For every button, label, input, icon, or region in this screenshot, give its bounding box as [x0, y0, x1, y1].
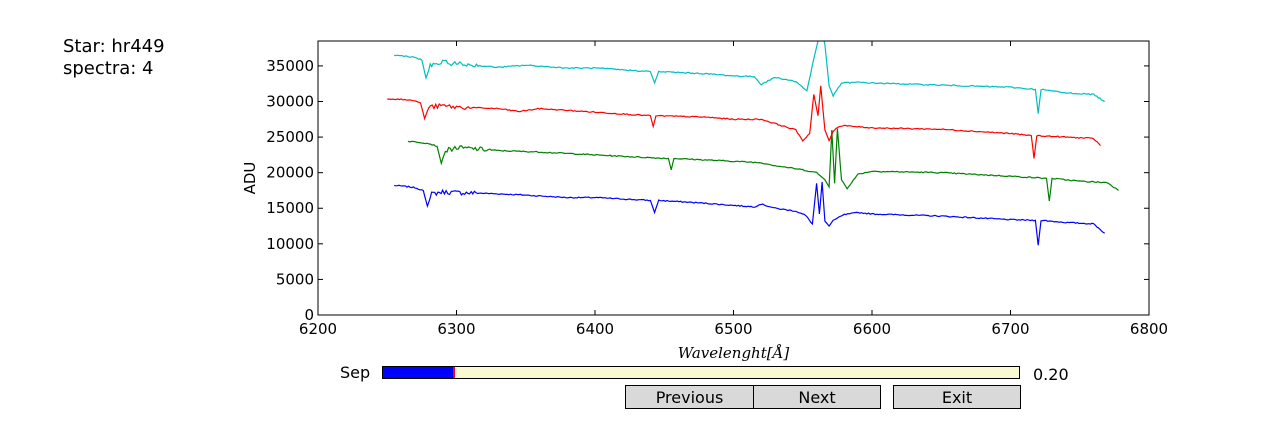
y-tick-label: 20000 — [266, 164, 314, 182]
sep-slider[interactable] — [382, 366, 1020, 379]
next-button[interactable]: Next — [753, 385, 881, 409]
sep-slider-fill — [383, 367, 454, 378]
y-tick-label: 0 — [304, 306, 314, 324]
sep-slider-label: Sep — [340, 363, 371, 382]
y-axis-label: ADU — [241, 162, 259, 195]
star-info: Star: hr449 spectra: 4 — [63, 36, 165, 80]
y-tick-label: 30000 — [266, 92, 314, 110]
x-tick-label: 6700 — [991, 320, 1029, 338]
x-tick-label: 6800 — [1130, 320, 1168, 338]
star-name-text: Star: hr449 — [63, 36, 165, 57]
ticks-layer: 6200 6300 6400 6500 6600 6700 6800 0 5000 10000 15… — [266, 41, 1168, 338]
sep-slider-handle[interactable] — [452, 367, 455, 378]
exit-button[interactable]: Exit — [893, 385, 1021, 409]
y-tick-label: 35000 — [266, 57, 314, 75]
spectrum-line-4 — [394, 41, 1105, 114]
sep-slider-value: 0.20 — [1033, 365, 1069, 384]
x-tick-label: 6600 — [853, 320, 891, 338]
x-tick-label: 6400 — [576, 320, 614, 338]
spectrum-line-2 — [407, 128, 1119, 202]
series-layer — [387, 41, 1119, 246]
spectrum-line-3 — [387, 85, 1101, 159]
spectra-count-text: spectra: 4 — [63, 58, 154, 79]
y-tick-label: 15000 — [266, 199, 314, 217]
spectrum-line-1 — [394, 181, 1105, 246]
y-tick-label: 5000 — [276, 270, 314, 288]
previous-button[interactable]: Previous — [625, 385, 754, 409]
x-tick-label: 6200 — [299, 320, 337, 338]
x-tick-label: 6300 — [437, 320, 475, 338]
x-tick-label: 6500 — [714, 320, 752, 338]
y-tick-label: 10000 — [266, 235, 314, 253]
x-axis-label: Wavelenght[Å] — [678, 344, 790, 362]
y-tick-label: 25000 — [266, 128, 314, 146]
